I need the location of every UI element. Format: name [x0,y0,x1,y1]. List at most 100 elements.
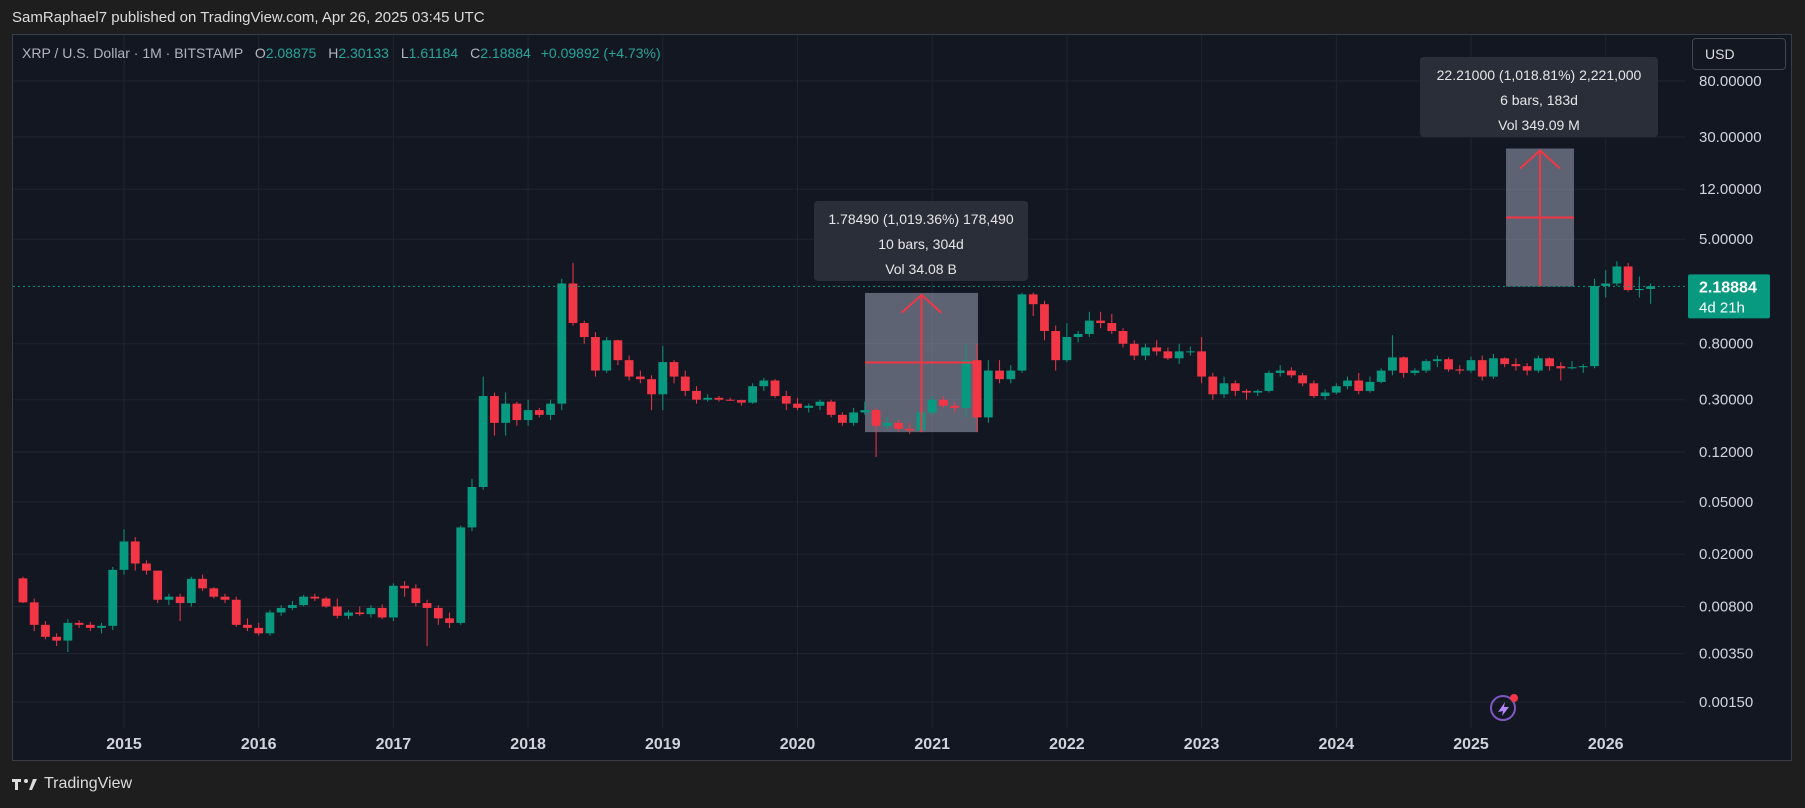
candle-body [983,370,993,418]
candle-body [209,588,219,597]
candle [871,407,881,457]
candle [186,576,196,607]
candle [1084,311,1094,338]
candle-body [1612,266,1622,284]
candle [860,401,870,415]
candle [467,478,477,532]
candle-body [52,636,62,641]
candle-body [142,563,151,571]
candle [905,422,915,434]
measure-boxes [865,148,1574,433]
candle [1444,357,1453,372]
candle-body [1365,381,1375,391]
high-value: 2.30133 [338,45,389,61]
currency-button[interactable]: USD [1692,38,1786,70]
candle [265,610,275,636]
price-tick-label: 0.02000 [1699,546,1753,563]
candle-body [366,607,376,615]
price-tick-label: 80.00000 [1699,73,1762,90]
candle [770,379,780,398]
candle-body [63,622,73,641]
candle [490,392,499,436]
candle [1309,380,1319,398]
candle [220,593,230,604]
candle-body [1208,376,1218,395]
candle [692,386,701,404]
measure-arrow-icon [1506,149,1574,287]
candle-body [546,403,555,415]
candle [52,633,62,647]
low-value: 1.61184 [408,45,459,61]
candle [1612,261,1622,287]
candle-body [1399,357,1409,373]
candle-body [613,340,623,361]
symbol-legend: XRP / U.S. Dollar · 1M · BITSTAMP O2.088… [22,45,661,61]
candle [209,587,219,599]
candle [804,403,814,413]
candle [1410,368,1420,376]
candle-body [1309,383,1319,397]
candle-body [692,390,701,400]
measure-tooltip-2: 22.21000 (1,018.81%) 2,221,000 6 bars, 1… [1420,57,1658,137]
chart-frame[interactable] [12,34,1792,761]
candle [1432,355,1442,368]
candle [736,399,746,406]
candle [557,278,567,411]
time-tick-label: 2022 [1049,736,1085,753]
time-tick-label: 2020 [780,736,816,753]
candle [344,610,353,620]
candle-body [1051,331,1061,361]
price-tick-label: 5.00000 [1699,231,1753,248]
candle-body [1017,294,1027,371]
candle-body [1320,392,1330,397]
candle-body [781,396,791,404]
candle [97,622,106,634]
candle-body [456,527,466,623]
price-tick-label: 0.00150 [1699,694,1753,711]
price-tick-label: 0.00350 [1699,646,1753,663]
candle-body [1623,266,1633,291]
candle-body [1129,343,1139,356]
time-tick-label: 2023 [1184,736,1220,753]
candle [613,339,623,366]
candle-body [849,412,859,423]
footer-brand[interactable]: TradingView [12,775,132,793]
candle-body [1096,320,1105,324]
price-tick-label: 0.80000 [1699,336,1753,353]
price-tick-label: 0.30000 [1699,392,1753,409]
candle [1174,343,1184,365]
candle [1028,292,1038,317]
candle-body [1118,331,1128,344]
candle-body [770,380,780,397]
time-tick-label: 2021 [914,736,950,753]
candle [422,599,432,647]
candle-body [635,376,645,380]
time-tick-label: 2015 [106,736,142,753]
candle [1051,325,1061,371]
candle [1343,376,1352,390]
candle-body [669,362,679,377]
price-tag-countdown: 4d 21h [1699,299,1745,316]
candle [1634,276,1644,298]
candle-body [377,607,387,618]
candle [894,420,903,433]
candle-body [18,578,28,603]
candle [759,377,769,391]
candle-body [1444,359,1453,370]
candle [1466,356,1476,373]
candle [254,622,264,636]
candle-body [1522,366,1532,371]
candle [725,397,735,401]
candle-body [411,588,421,604]
sparkle-icon[interactable] [1490,694,1518,721]
candle-body [1163,351,1173,359]
candle-body [512,403,522,421]
candle [624,355,634,381]
candle [546,399,555,421]
candle [1567,361,1577,370]
measure-1-change: 1.78490 (1,019.36%) 178,490 [828,211,1014,227]
candle-body [1455,369,1465,371]
candle [826,399,836,418]
candle [164,593,174,606]
